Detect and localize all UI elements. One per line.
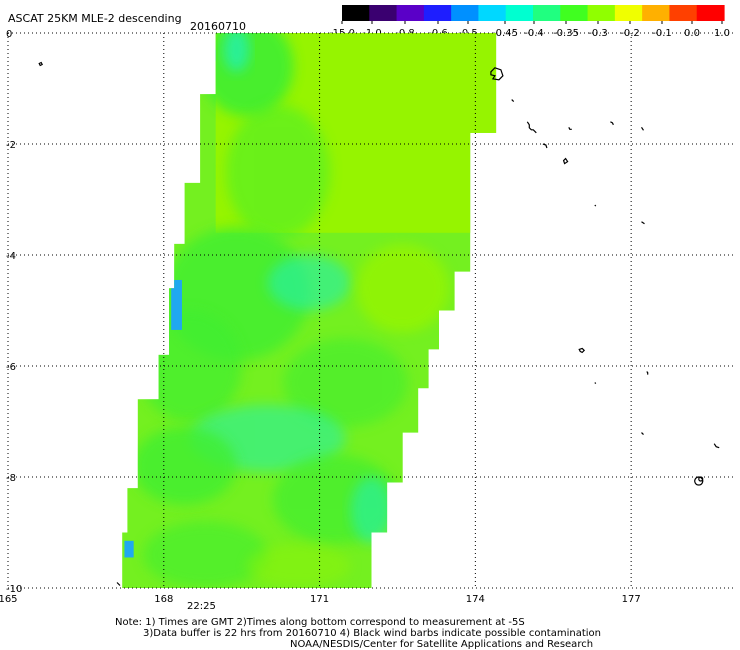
colorbar-label: -0.3 (588, 28, 608, 39)
colorbar-segment (669, 5, 698, 21)
x-tick-label: 171 (310, 594, 329, 605)
island-outline (568, 127, 572, 130)
island-outline (562, 157, 569, 165)
x-tick-label: 177 (622, 594, 641, 605)
island-outline (490, 67, 504, 81)
colorbar-segment (451, 5, 480, 21)
swath-edge-pixel (171, 279, 182, 330)
map-title: ASCAT 25KM MLE-2 descending (8, 12, 182, 25)
grid (7, 32, 735, 589)
footer-note-2: 3)Data buffer is 22 hrs from 20160710 4)… (143, 628, 601, 639)
colorbar-label: 1.0 (714, 28, 730, 39)
island-outline (694, 476, 704, 486)
colorbar-segment (642, 5, 671, 21)
colorbar-label: -0.35 (553, 28, 579, 39)
x-tick-label: 174 (466, 594, 485, 605)
island-outline (610, 121, 614, 126)
swath-patch (132, 427, 237, 505)
swath-patch (267, 255, 351, 311)
colorbar-segment (614, 5, 643, 21)
map-date: 20160710 (190, 20, 246, 33)
swath-edge-pixel (207, 49, 216, 61)
footer-credit: NOAA/NESDIS/Center for Satellite Applica… (290, 639, 593, 650)
coastlines (38, 61, 720, 586)
colorbar-segment (533, 5, 561, 21)
island-outline (594, 204, 597, 207)
swath-patch (350, 477, 393, 544)
swath-patch (223, 33, 250, 72)
swath-edge-pixel (124, 540, 134, 558)
y-tick-label: -2 (6, 140, 16, 151)
y-tick-label: 0 (6, 29, 12, 40)
colorbar-label: -0.2 (620, 28, 640, 39)
island-outline (116, 582, 121, 586)
colorbar-segment (478, 5, 507, 21)
colorbar-segment (423, 5, 452, 21)
colorbar-segment (396, 5, 425, 21)
island-outline (641, 221, 645, 225)
swath-patch (283, 338, 408, 428)
island-outline (511, 99, 515, 103)
island-outline (594, 382, 597, 385)
y-tick-label: -10 (6, 584, 22, 595)
footer-note-1: Note: 1) Times are GMT 2)Times along bot… (115, 617, 525, 628)
swath-patch (200, 33, 294, 117)
y-tick-label: -6 (6, 362, 16, 373)
y-tick-label: -4 (6, 251, 16, 262)
island-outline (713, 443, 720, 449)
swath-patch (355, 243, 450, 333)
island-outline (542, 143, 548, 149)
colorbar-label: -0.1 (652, 28, 672, 39)
colorbar-label: -0.4 (524, 28, 544, 39)
y-axis: 0 -2 -4 -6 -8 -10 (6, 29, 22, 595)
x-axis: 165 168 171 174 177 (0, 594, 641, 605)
swath-patch (226, 105, 330, 239)
colorbar-segment (342, 5, 370, 21)
x-tick-label: 168 (154, 594, 173, 605)
x-tick-label: 165 (0, 594, 18, 605)
swath-time: 22:25 (187, 601, 216, 612)
colorbar-segment (696, 5, 725, 21)
island-outline (578, 347, 586, 354)
swath-patch (143, 521, 268, 588)
colorbar-segment (505, 5, 534, 21)
swath-patch (137, 310, 242, 422)
swath (122, 33, 497, 588)
y-tick-label: -8 (6, 473, 16, 484)
colorbar-segment (369, 5, 398, 21)
colorbar-segment (560, 5, 589, 21)
island-outline (646, 371, 649, 375)
island-outline (38, 61, 44, 67)
island-outline (641, 432, 644, 436)
island-outline (641, 126, 644, 131)
swath-patch (246, 543, 351, 588)
colorbar-segment (587, 5, 616, 21)
island-outline (526, 121, 537, 134)
